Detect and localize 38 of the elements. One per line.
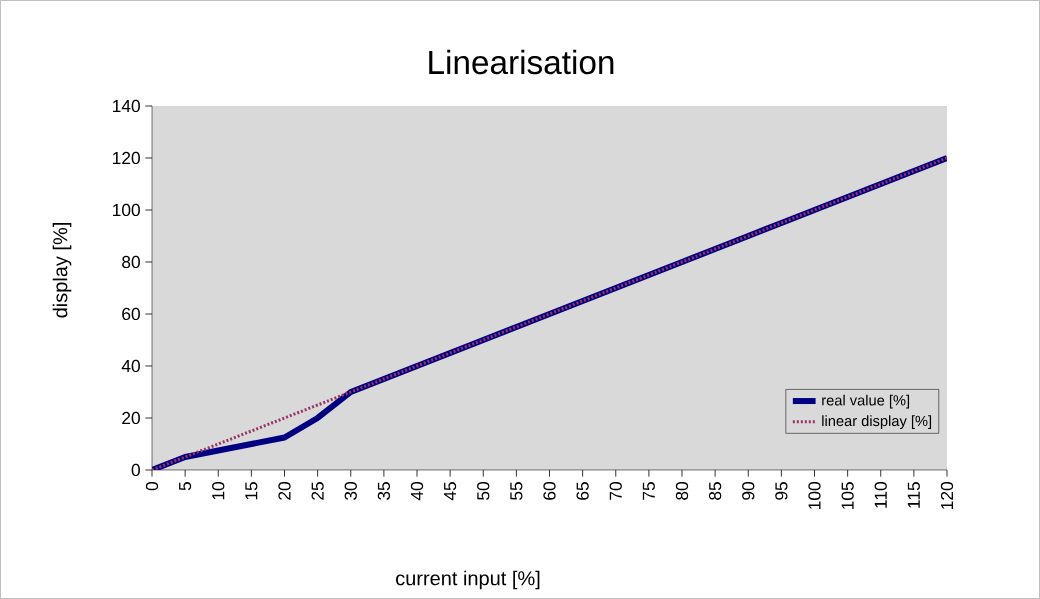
x-tick-label: 50 — [477, 482, 490, 500]
x-tick-label: 95 — [775, 482, 788, 500]
x-tick-label: 0 — [145, 482, 159, 491]
x-tick-label: 90 — [742, 482, 755, 500]
y-tick-label: 60 — [122, 307, 140, 321]
x-tick-label: 65 — [576, 482, 589, 500]
legend-label: linear display [%] — [822, 415, 932, 430]
y-tick-label: 40 — [121, 359, 140, 373]
x-tick-label: 70 — [609, 482, 622, 500]
x-tick-label: 5 — [179, 482, 192, 491]
x-tick-label: 75 — [642, 482, 655, 500]
y-tick-label: 100 — [113, 203, 140, 217]
x-tick-label: 120 — [940, 482, 954, 509]
y-tick-label: 0 — [131, 463, 140, 477]
y-tick-label: 120 — [113, 151, 140, 165]
x-tick-label: 30 — [344, 482, 357, 500]
y-axis-title: display [%] — [52, 223, 72, 318]
x-tick-label: 35 — [377, 482, 391, 500]
x-axis-title: current input [%] — [396, 570, 540, 590]
chart-title: Linearisation — [429, 49, 614, 75]
x-tick-label: 20 — [278, 482, 291, 500]
x-tick-label: 55 — [510, 482, 523, 500]
x-tick-label: 60 — [543, 482, 556, 500]
y-tick-label: 80 — [122, 255, 140, 269]
x-tick-label: 40 — [410, 482, 424, 501]
x-tick-label: 115 — [907, 482, 920, 508]
x-tick-label: 25 — [311, 482, 324, 500]
x-tick-label: 105 — [841, 482, 854, 509]
x-tick-label: 110 — [874, 482, 887, 508]
x-tick-label: 15 — [245, 482, 258, 500]
legend-label: real value [%] — [822, 394, 910, 409]
y-tick-label: 20 — [122, 411, 140, 425]
x-tick-label: 100 — [808, 482, 821, 509]
x-tick-label: 80 — [675, 482, 689, 500]
x-tick-label: 85 — [708, 482, 722, 500]
x-tick-label: 45 — [444, 482, 457, 501]
x-tick-label: 10 — [212, 482, 225, 500]
y-tick-label: 140 — [113, 99, 140, 113]
